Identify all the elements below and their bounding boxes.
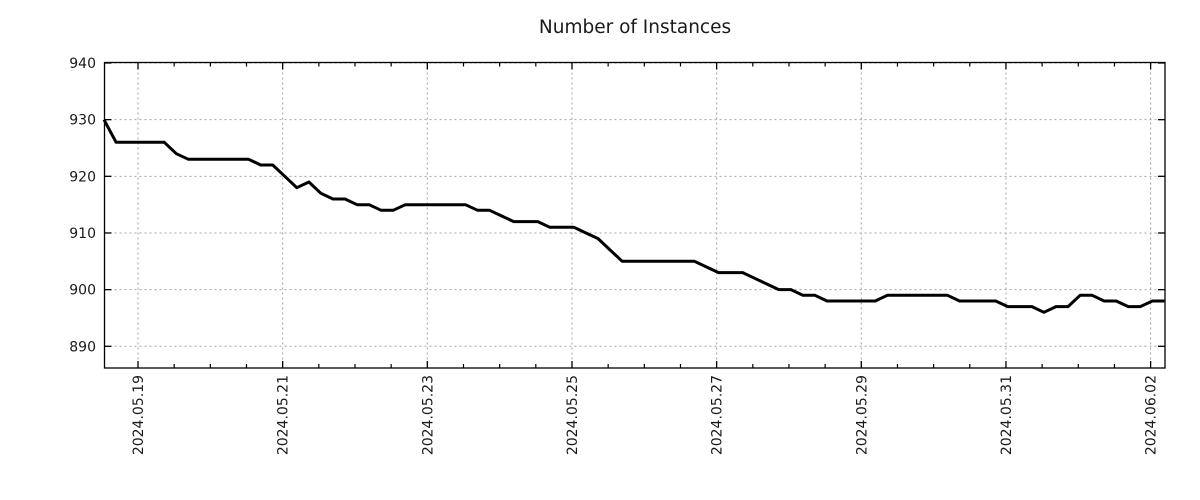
x-tick-label: 2024.05.23 (420, 375, 436, 455)
y-tick-label: 900 (69, 283, 96, 299)
y-tick-label: 910 (69, 226, 96, 242)
x-tick-label: 2024.06.02 (1144, 375, 1160, 455)
x-tick-label: 2024.05.29 (854, 375, 870, 455)
x-tick-label: 2024.05.19 (131, 375, 147, 455)
y-tick-label: 940 (69, 56, 96, 72)
data-line-instances (102, 118, 1165, 314)
y-tick-label: 930 (69, 113, 96, 129)
chart-title: Number of Instances (538, 17, 732, 38)
x-tick-label: 2024.05.27 (710, 375, 726, 455)
plot-border (103, 61, 1166, 369)
x-tick-label: 2024.05.25 (565, 375, 581, 455)
x-tick-label: 2024.05.21 (276, 375, 292, 455)
y-tick-label: 920 (69, 169, 96, 185)
y-tick-label: 890 (69, 339, 96, 355)
x-tick-label: 2024.05.31 (999, 375, 1015, 455)
